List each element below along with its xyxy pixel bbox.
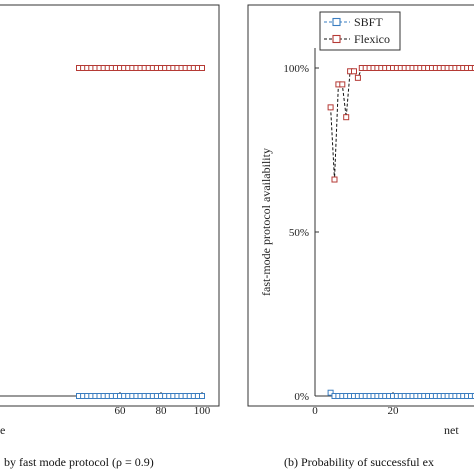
panel-a-point — [199, 393, 205, 399]
legend-item-flexico: Flexico — [324, 32, 390, 46]
panel-b: 0 20 0% 50% 100% fast-mode protocol availabi… — [247, 4, 474, 469]
panel-b-series-sbft — [327, 389, 474, 399]
panel-a-frame — [0, 4, 220, 407]
panel-b-point — [339, 81, 346, 88]
panel-a-series-flexico — [76, 65, 205, 71]
panel-a: 60 80 100 e by fast mode protocol (ρ = 0.9… — [0, 4, 220, 469]
panel-b-point — [471, 393, 474, 399]
panel-a-x-tick-label: 100 — [194, 405, 211, 417]
legend-flexico-label: Flexico — [354, 32, 390, 46]
panel-a-caption: by fast mode protocol (ρ = 0.9) — [4, 455, 154, 469]
panel-b-y-axis-label: fast-mode protocol availability — [259, 148, 273, 296]
panel-b-x-tick-label: 20 — [388, 405, 400, 417]
panel-b-y-tick-label: 100% — [283, 63, 309, 75]
panel-b-point — [327, 389, 334, 396]
panel-b-point — [327, 104, 334, 111]
panel-b-point — [331, 176, 338, 183]
panel-a-point — [199, 65, 205, 71]
panel-b-series-flexico — [327, 65, 474, 183]
panel-a-x-tick-label: 60 — [115, 405, 127, 417]
panel-b-point — [343, 114, 350, 121]
panel-b-x-tick-label: 0 — [312, 405, 318, 417]
panel-b-point — [354, 74, 361, 81]
legend: SBFT Flexico — [319, 11, 401, 51]
legend-sbft-label: SBFT — [354, 15, 383, 29]
legend-sbft-marker — [332, 17, 341, 27]
panel-b-point — [471, 65, 474, 71]
panel-b-point — [351, 68, 357, 75]
legend-flexico-marker — [332, 34, 341, 44]
panel-b-frame — [247, 4, 474, 407]
panel-a-series-sbft — [76, 393, 205, 399]
panel-b-y-tick-label: 50% — [289, 227, 309, 239]
panel-a-x-tick-label: 80 — [156, 405, 168, 417]
panel-b-y-tick-label: 0% — [294, 391, 309, 403]
panel-b-caption: (b) Probability of successful ex — [284, 455, 434, 469]
panel-b-series-line — [330, 67, 474, 180]
panel-b-x-axis-label: net — [444, 423, 459, 437]
panel-a-x-axis-label: e — [0, 423, 5, 437]
legend-item-sbft: SBFT — [324, 15, 383, 29]
